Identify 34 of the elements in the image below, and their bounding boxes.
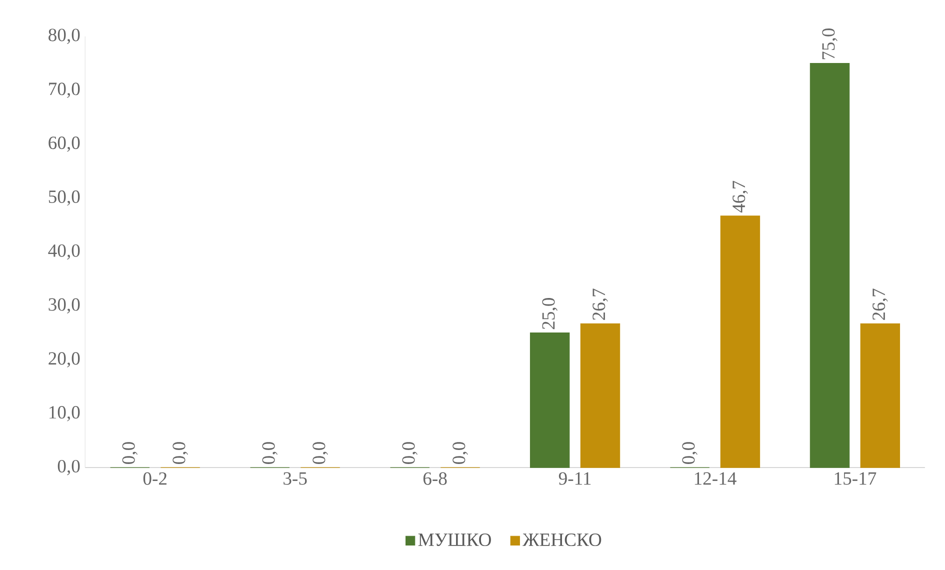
y-tick-label: 10,0 xyxy=(49,406,80,422)
data-label: 0,0 xyxy=(172,442,188,464)
y-tick-label: 80,0 xyxy=(48,28,80,44)
y-tick-label: 20,0 xyxy=(48,352,80,368)
data-label: 0,0 xyxy=(402,442,418,464)
data-label: 0,0 xyxy=(452,442,468,464)
x-tick-label: 9-11 xyxy=(558,472,591,485)
bar xyxy=(720,216,760,468)
legend-label: ЖЕНСКО xyxy=(522,534,602,546)
x-tick-label: 12-14 xyxy=(694,472,736,485)
bar xyxy=(860,324,900,468)
y-tick-label: 30,0 xyxy=(48,298,80,314)
data-label: 26,7 xyxy=(592,288,608,320)
y-tick-label: 60,0 xyxy=(48,136,80,152)
x-tick-label: 0-2 xyxy=(143,472,166,485)
bar xyxy=(810,63,850,468)
data-label: 0,0 xyxy=(262,442,278,464)
data-label: 26,7 xyxy=(872,288,888,320)
x-tick-label: 15-17 xyxy=(834,472,876,485)
x-tick-label: 6-8 xyxy=(423,472,447,485)
x-tick-label: 3-5 xyxy=(284,472,307,485)
data-label: 0,0 xyxy=(682,442,698,464)
y-tick-label: 40,0 xyxy=(48,244,80,260)
y-tick-label: 50,0 xyxy=(48,190,80,206)
data-label: 46,7 xyxy=(732,181,748,213)
bar xyxy=(580,324,620,468)
data-label: 0,0 xyxy=(312,442,328,464)
data-label: 25,0 xyxy=(542,298,558,330)
y-tick-label: 70,0 xyxy=(49,82,80,98)
legend-label: МУШКО xyxy=(418,534,491,546)
bar xyxy=(530,332,570,468)
y-tick-label: 0,0 xyxy=(58,460,80,476)
data-label: 0,0 xyxy=(122,442,138,464)
data-label: 75,0 xyxy=(822,28,838,60)
